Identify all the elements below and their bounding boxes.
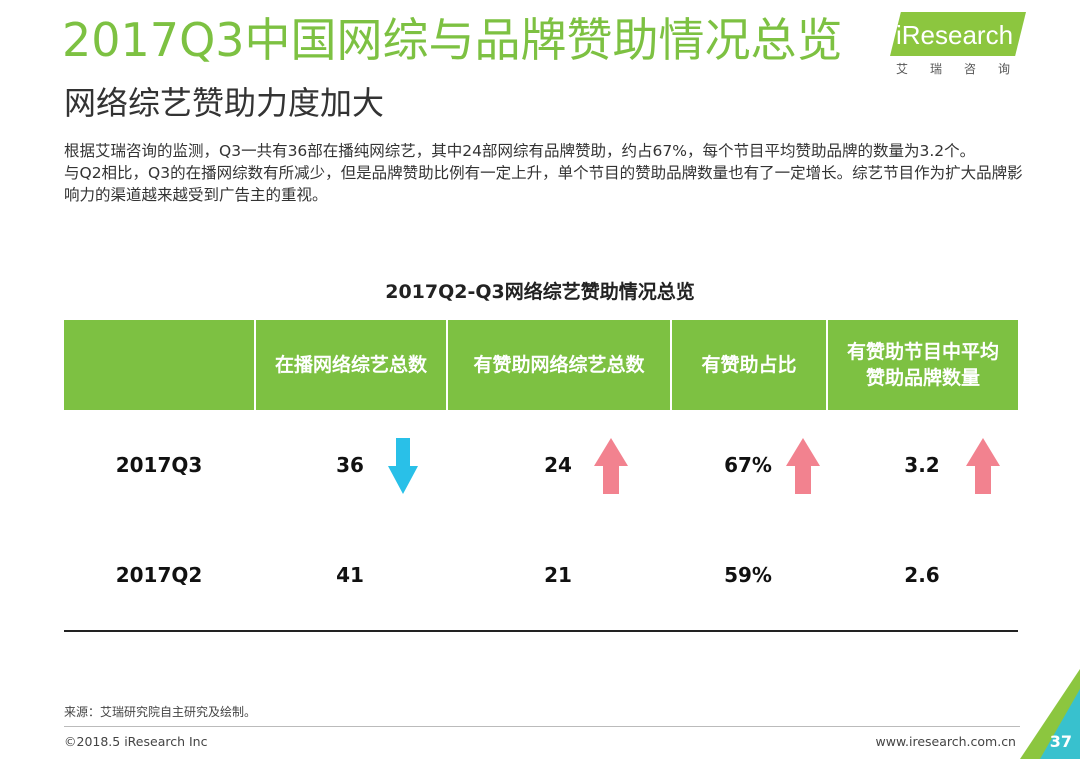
row-ratio: 67% (670, 410, 826, 520)
row-ratio: 59% (724, 563, 772, 587)
row-avg-brands: 2.6 (904, 563, 940, 587)
copyright: ©2018.5 iResearch Inc (64, 734, 208, 749)
page-title: 2017Q3中国网综与品牌赞助情况总览 (62, 13, 843, 67)
row-period: 2017Q2 (115, 563, 203, 587)
page-number: 37 (1049, 732, 1072, 751)
sponsorship-table: 在播网络综艺总数 有赞助网络综艺总数 有赞助占比 有赞助节目中平均赞助品牌数量 … (64, 320, 1018, 632)
logo-word: iResearch (896, 20, 1014, 50)
header-sponsored: 有赞助网络综艺总数 (446, 320, 670, 410)
source-note: 来源：艾瑞研究院自主研究及绘制。 (64, 705, 257, 719)
ratio-value: 67% (724, 453, 772, 477)
row-period: 2017Q3 (115, 453, 203, 477)
table-title: 2017Q2-Q3网络综艺赞助情况总览 (385, 281, 695, 303)
row-sponsored: 24 (446, 410, 670, 520)
corner-decoration (1020, 669, 1080, 759)
table-row: 2017Q2 41 21 59% 2.6 (64, 520, 1018, 632)
table-header: 在播网络综艺总数 有赞助网络综艺总数 有赞助占比 有赞助节目中平均赞助品牌数量 (64, 320, 1018, 410)
logo-subtitle: 艾瑞咨询 (896, 62, 1033, 76)
sponsored-value: 24 (544, 453, 572, 477)
row-total: 36 (254, 410, 446, 520)
header-ratio: 有赞助占比 (670, 320, 826, 410)
header-avg-brands-label: 有赞助节目中平均赞助品牌数量 (846, 341, 999, 389)
total-value: 36 (336, 453, 364, 477)
header-period (64, 320, 254, 410)
row-sponsored: 21 (544, 563, 572, 587)
iresearch-logo: iResearch 艾瑞咨询 (890, 8, 1030, 78)
footer-divider (64, 726, 1020, 727)
table-row: 2017Q3 36 24 67% 3.2 (64, 410, 1018, 520)
avg-brands-value: 3.2 (904, 453, 940, 477)
logo-band (890, 12, 1026, 56)
row-total: 41 (336, 563, 364, 587)
arrow-up-icon (786, 438, 820, 494)
website-link: www.iresearch.com.cn (875, 734, 1017, 749)
row-avg-brands: 3.2 (826, 410, 1018, 520)
arrow-down-icon (388, 438, 418, 494)
arrow-up-icon (594, 438, 628, 494)
header-avg-brands: 有赞助节目中平均赞助品牌数量 (826, 320, 1018, 410)
page-subtitle: 网络综艺赞助力度加大 (64, 84, 385, 122)
arrow-up-icon (966, 438, 1000, 494)
header-total: 在播网络综艺总数 (254, 320, 446, 410)
paragraph-1: 根据艾瑞咨询的监测，Q3一共有36部在播纯网综艺，其中24部网综有品牌赞助，约占… (64, 142, 976, 160)
paragraph-2: 与Q2相比，Q3的在播网综数有所减少，但是品牌赞助比例有一定上升，单个节目的赞助… (64, 164, 1023, 204)
summary-text: 根据艾瑞咨询的监测，Q3一共有36部在播纯网综艺，其中24部网综有品牌赞助，约占… (64, 140, 1024, 206)
